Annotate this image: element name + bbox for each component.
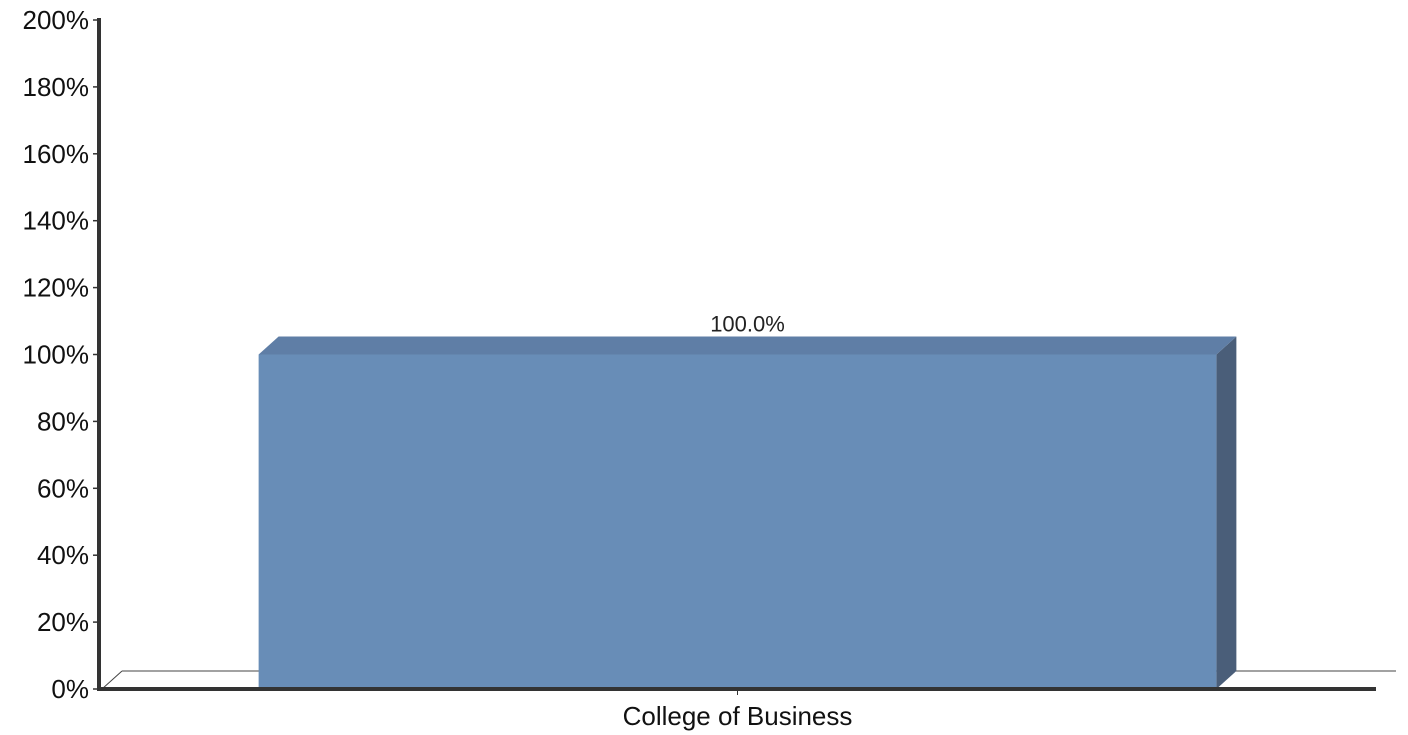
data-labels: 100.0% [710, 312, 785, 337]
y-axis-tick-label: 100% [23, 340, 90, 370]
bar-top-face [258, 336, 1237, 355]
x-axis-label: College of Business [623, 701, 853, 731]
bar-side-face [1216, 336, 1237, 689]
bars [258, 336, 1237, 689]
floor-left-edge [101, 670, 123, 690]
y-axis-tick-label: 40% [37, 540, 89, 570]
y-axis-tick-label: 0% [51, 674, 89, 704]
y-axis-tick-label: 20% [37, 607, 89, 637]
bar [258, 354, 1217, 689]
y-axis-tick-label: 140% [23, 206, 90, 236]
x-axis-labels: College of Business [623, 690, 853, 731]
y-axis-tick-label: 200% [23, 5, 90, 35]
y-axis-tick-label: 180% [23, 72, 90, 102]
data-label: 100.0% [710, 312, 785, 337]
y-axis-tick-label: 80% [37, 406, 89, 436]
y-axis-tick-label: 120% [23, 273, 90, 303]
y-axis-ticks: 0% 20% 40% 60% 80% 100% 120% 140% 160% 180% 200% [23, 5, 99, 704]
y-axis-tick-label: 160% [23, 139, 90, 169]
y-axis-tick-label: 60% [37, 473, 89, 503]
